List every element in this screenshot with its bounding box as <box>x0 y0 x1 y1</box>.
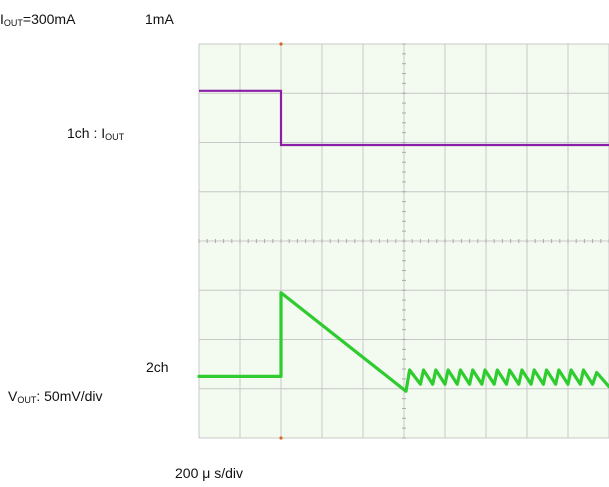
trigger-marker-top <box>279 42 283 46</box>
ch2-name-label: 2ch <box>146 359 169 375</box>
timebase-label: 200 μ s/div <box>175 465 243 481</box>
ch1-label: 1ch : IOUT <box>67 125 125 142</box>
traces <box>197 89 609 393</box>
ch2-vout-trace <box>197 291 609 393</box>
trigger-marker-bottom <box>279 436 283 440</box>
ch2-scale-label: VOUT: 50mV/div <box>8 388 103 405</box>
load-step-before-label: IOUT=300mA <box>0 11 76 28</box>
trigger-markers <box>279 42 283 440</box>
load-step-after-label: 1mA <box>145 11 174 27</box>
ch1-iout-trace <box>199 89 609 147</box>
